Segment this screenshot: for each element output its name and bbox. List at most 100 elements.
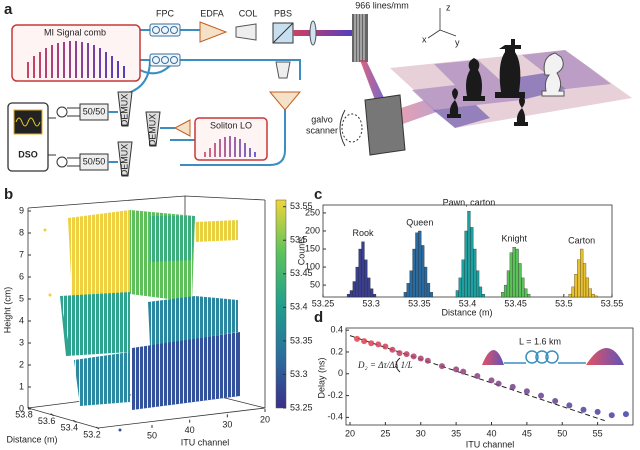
z-tick-label: 7 <box>19 249 24 259</box>
x-tick-label: 45 <box>522 428 532 438</box>
plot-frame <box>345 327 634 426</box>
bar <box>585 277 590 298</box>
bar <box>478 286 483 298</box>
x-tick <box>50 413 54 417</box>
x-tick-label: 55 <box>593 428 603 438</box>
amplifier <box>268 91 302 111</box>
x-tick-label: 53.4 <box>459 298 477 308</box>
z-axis-label: Height (cm) <box>2 287 12 334</box>
bar <box>506 270 511 298</box>
annotation: D₂ = Δτ/Δλ 1/L <box>357 360 413 370</box>
bar <box>501 292 505 298</box>
point <box>361 338 368 345</box>
bar <box>582 263 587 298</box>
y-tick-label: 50 <box>147 430 157 440</box>
bar <box>458 277 462 298</box>
label: 966 lines/mm <box>355 0 409 10</box>
x-axis-label: Distance (m) <box>441 307 492 317</box>
x-tick-label: 53.45 <box>504 298 527 308</box>
x-axis-label: Distance (m) <box>6 434 57 444</box>
series-label: Rook <box>352 228 374 238</box>
colorbar-tick-label: 53.3 <box>290 369 308 379</box>
label: FPC <box>156 8 175 18</box>
demux <box>117 91 161 177</box>
x-tick-label: 25 <box>380 428 390 438</box>
bar <box>361 241 365 298</box>
x-tick <box>27 406 32 410</box>
label: scanner <box>306 125 338 135</box>
panel-label: c <box>314 186 322 203</box>
point <box>608 412 615 419</box>
point <box>488 377 495 384</box>
point <box>403 351 410 358</box>
z-tick-label: 4 <box>19 315 24 325</box>
grating <box>352 14 368 62</box>
y-axis-label: Delay (ns) <box>316 357 326 398</box>
point <box>474 372 481 379</box>
z-tick-label: 3 <box>19 337 24 347</box>
point <box>424 357 431 364</box>
bar <box>524 288 528 298</box>
bar <box>521 277 525 298</box>
panel-label: a <box>4 1 13 18</box>
comb-lines <box>204 136 256 157</box>
bar <box>426 283 431 298</box>
bar <box>527 293 531 298</box>
point <box>438 363 445 370</box>
bar <box>367 277 371 298</box>
label: galvo <box>311 114 333 124</box>
label: DEMUX <box>119 144 129 177</box>
y-tick-label: 0.4 <box>330 325 343 335</box>
galvo-axis <box>341 113 363 143</box>
label: DEMUX <box>147 114 157 147</box>
x-tick-label: 53.5 <box>555 298 573 308</box>
point <box>594 408 601 415</box>
bar <box>591 293 595 298</box>
lens <box>309 20 317 46</box>
y-tick-label: 0.2 <box>330 346 343 356</box>
point <box>354 335 361 342</box>
colorbar-tick-label: 53.55 <box>290 201 313 211</box>
z-tick-label: 2 <box>19 359 24 369</box>
point <box>368 340 375 347</box>
point <box>566 402 573 409</box>
bar <box>577 259 581 298</box>
y-tick-label: 0 <box>338 368 343 378</box>
bar <box>421 245 425 298</box>
point <box>389 346 396 353</box>
x-tick-label: 53.2 <box>83 429 101 439</box>
bar <box>455 290 459 298</box>
bar <box>476 270 480 298</box>
galvo-arrow <box>339 109 346 147</box>
detector <box>48 106 80 168</box>
panel-label: b <box>4 186 13 203</box>
point <box>410 353 417 360</box>
point <box>460 368 467 375</box>
galvo-mirror <box>364 94 406 156</box>
colorbar-tick-label: 53.45 <box>290 268 313 278</box>
bar <box>355 266 359 298</box>
bar <box>415 232 419 298</box>
beam <box>293 30 353 36</box>
x-tick-label: 53.6 <box>38 416 56 426</box>
bar <box>568 293 572 298</box>
bar <box>464 230 468 298</box>
bar <box>574 274 578 298</box>
bar <box>588 288 592 298</box>
x-tick-label: 53.3 <box>362 298 380 308</box>
label: z <box>446 2 451 12</box>
point <box>509 383 516 390</box>
collimator <box>235 23 257 41</box>
point <box>417 355 424 362</box>
x-tick-label: 50 <box>557 428 567 438</box>
y-tick-label: 30 <box>222 420 232 430</box>
coordinate-axes <box>427 8 457 39</box>
panel-label: d <box>314 309 323 326</box>
series-label: Pawn, carton <box>443 198 496 208</box>
label: PBS <box>274 8 292 18</box>
point <box>580 406 587 413</box>
x-tick-label: 20 <box>345 428 355 438</box>
fiber <box>108 111 175 163</box>
label: MI Signal comb <box>44 27 106 37</box>
